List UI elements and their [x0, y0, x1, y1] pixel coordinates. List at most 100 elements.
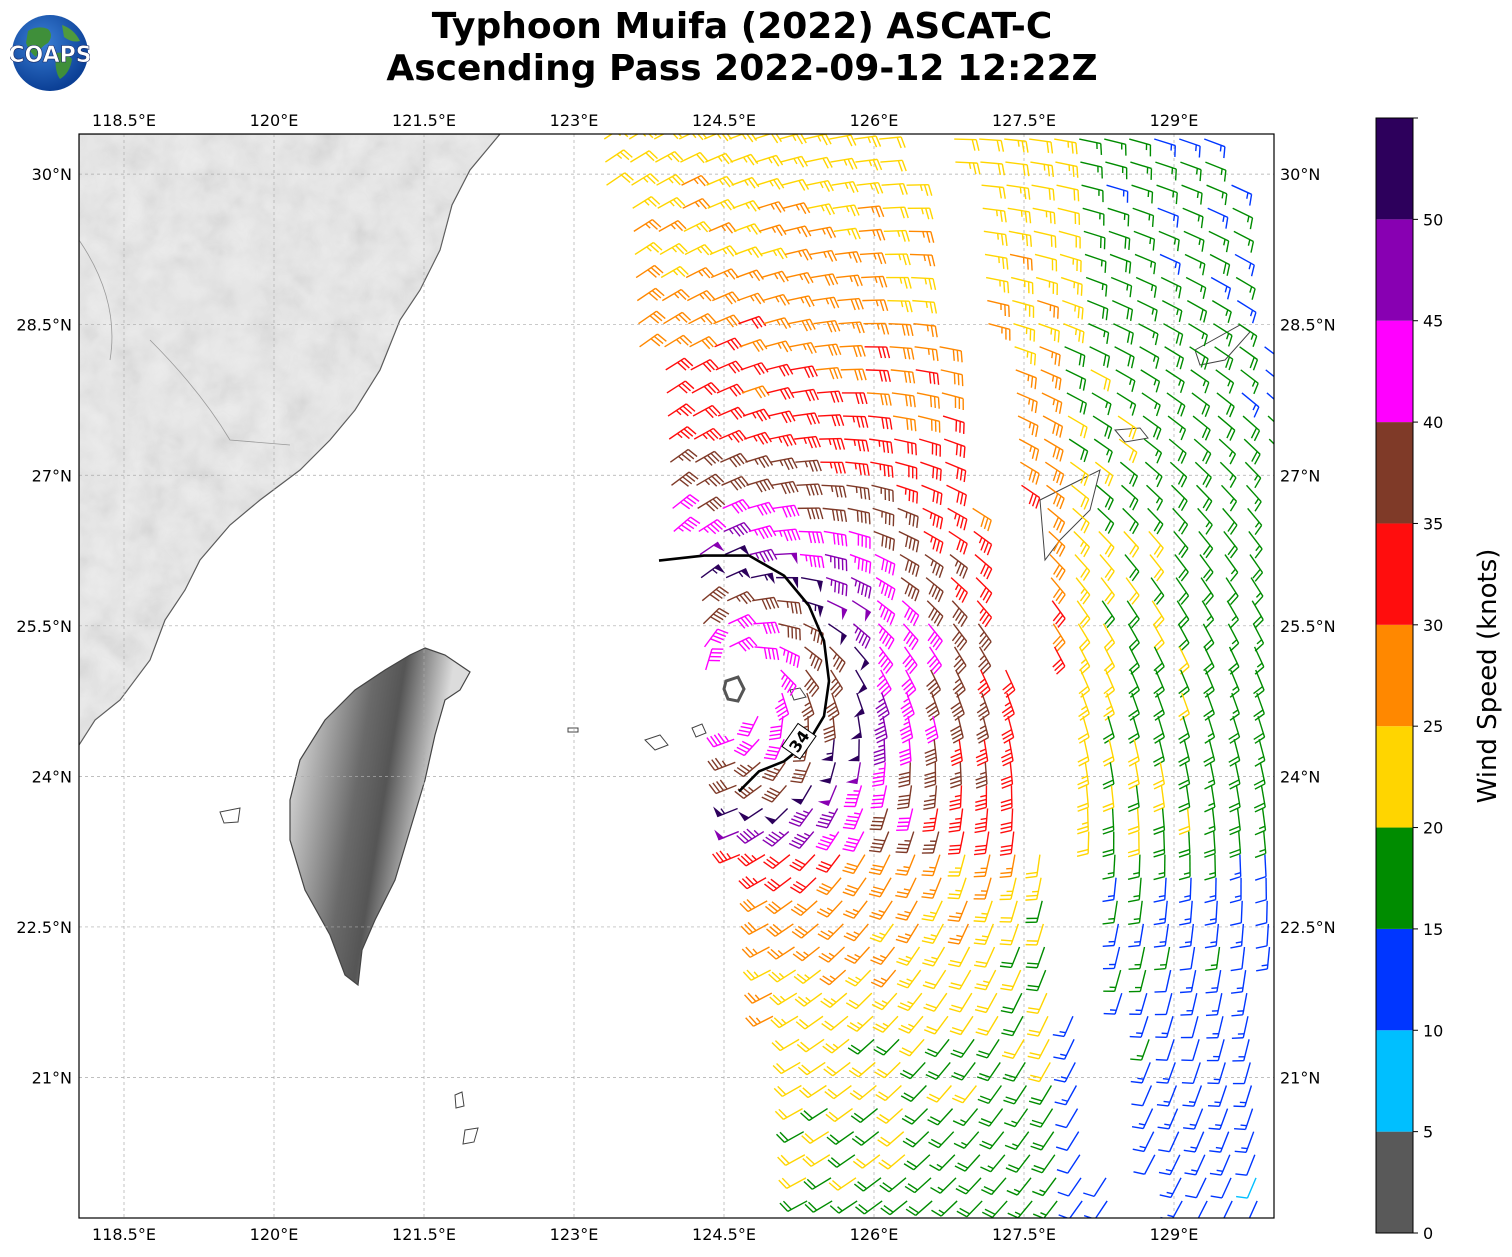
wind-barb [1253, 785, 1266, 813]
wind-barb [1128, 692, 1140, 721]
wind-barb [943, 438, 966, 458]
wind-barb [688, 313, 717, 325]
wind-barb [987, 299, 1010, 317]
wind-barb [823, 530, 848, 547]
wind-barb [1227, 623, 1240, 652]
wind-barb [753, 621, 780, 635]
wind-barb [903, 1154, 931, 1171]
wind-barb [1134, 253, 1157, 275]
wind-barb [845, 969, 872, 987]
wind-barb [1230, 900, 1243, 927]
wind-barb [974, 992, 998, 1014]
wind-barb [606, 172, 634, 186]
wind-barb [1048, 530, 1066, 557]
wind-barb [1194, 461, 1212, 488]
wind-barb [1103, 992, 1123, 1015]
wind-barb [897, 785, 913, 810]
wind-barb [911, 276, 937, 291]
wind-barb [1128, 669, 1140, 698]
wind-barb [1118, 438, 1138, 464]
wind-barb [737, 853, 766, 867]
wind-barb [950, 1038, 975, 1058]
wind-barb [1157, 1108, 1179, 1130]
wind-barb [754, 646, 780, 661]
wind-barb [896, 969, 922, 989]
wind-barb [764, 340, 793, 353]
wind-barb [821, 739, 835, 762]
wind-barb [1206, 1039, 1225, 1062]
wind-barb [1043, 438, 1064, 462]
wind-barb [635, 264, 664, 279]
wind-barb [1210, 276, 1232, 300]
wind-barb [1231, 184, 1253, 206]
wind-barb [1254, 854, 1267, 881]
wind-barb [1178, 831, 1191, 858]
wind-barb [1124, 554, 1140, 582]
wind-barb [1250, 577, 1264, 606]
wind-barb [725, 568, 751, 579]
wind-barb [925, 577, 944, 603]
lat-tick-label: 27°N [32, 466, 72, 485]
wind-barb [1163, 323, 1184, 346]
wind-barb [1132, 207, 1155, 228]
wind-barb [898, 1015, 924, 1034]
wind-barb [1180, 993, 1198, 1016]
wind-barb [632, 196, 661, 209]
babuyan-island [462, 1127, 479, 1145]
wind-barb [1102, 877, 1117, 903]
wind-barb [975, 739, 989, 767]
wind-barb [1220, 484, 1238, 512]
wind-barb [1066, 392, 1087, 415]
wind-barb [1207, 1085, 1228, 1108]
wind-barb [1104, 138, 1127, 156]
wind-barb [950, 715, 964, 744]
wind-barb [790, 365, 818, 379]
wind-barb [1119, 461, 1139, 487]
lat-tick-label: 22.5°N [16, 918, 72, 937]
wind-barb [926, 1085, 952, 1103]
wind-barb [769, 433, 797, 447]
wind-barb [1205, 993, 1223, 1017]
wind-barb [1156, 1062, 1176, 1084]
wind-barb [1035, 276, 1058, 296]
wind-barb [701, 586, 729, 602]
wind-barb [769, 992, 798, 1006]
wind-barb [665, 357, 694, 371]
wind-barb [1213, 323, 1233, 347]
wind-barb [738, 876, 767, 890]
wind-barb [1181, 1039, 1200, 1062]
wind-barb [834, 251, 862, 264]
wind-barb [899, 716, 914, 744]
wind-barb [723, 521, 752, 537]
wind-barb [773, 528, 801, 542]
wind-barb [708, 222, 737, 234]
wind-barb [792, 946, 820, 962]
wind-barb [1000, 808, 1014, 834]
wind-barb [815, 366, 843, 380]
wind-barb [1013, 323, 1036, 342]
wind-barb [1004, 1131, 1030, 1151]
lat-labels-right: 30°N 28.5°N 27°N 25.5°N 24°N 22.5°N 21°N [1280, 165, 1336, 1087]
contour-34kt: 34 [658, 554, 831, 793]
wind-barb [1179, 923, 1195, 949]
wind-barb [1093, 438, 1113, 463]
wind-barb [870, 969, 897, 988]
wind-barb [954, 1154, 981, 1172]
wind-barb [804, 646, 823, 672]
wind-barb [974, 969, 997, 991]
wind-barb [1171, 484, 1188, 512]
wind-barb [999, 831, 1015, 856]
wind-barb [1153, 923, 1170, 948]
wind-barb [1208, 230, 1230, 253]
wind-barb [768, 716, 784, 741]
wind-barb [1255, 923, 1270, 949]
wind-barb [759, 247, 788, 260]
wind-barb [1153, 900, 1168, 926]
wind-barb [699, 541, 725, 556]
wind-barb [825, 692, 840, 721]
wind-barb [916, 392, 940, 409]
wind-barb [949, 553, 969, 579]
wind-barb [895, 831, 915, 854]
wind-barb [923, 530, 944, 554]
wind-barb [856, 182, 884, 195]
